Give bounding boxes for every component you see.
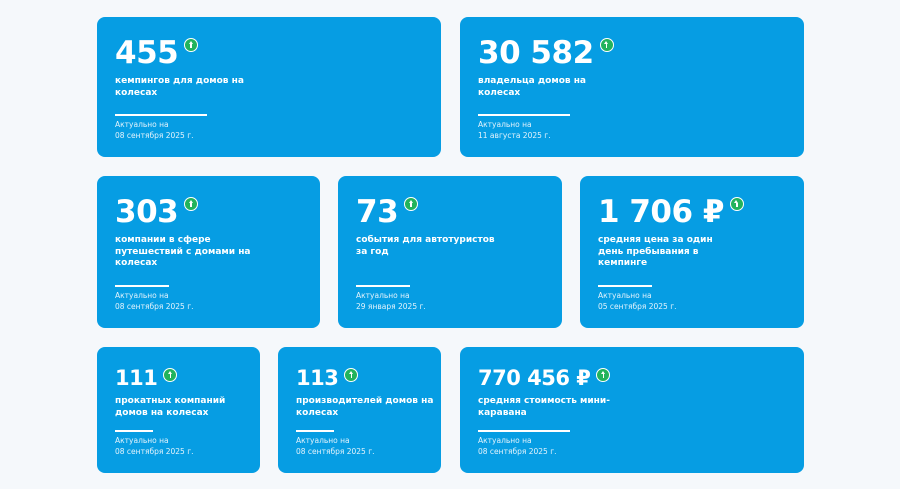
updated-date: 29 января 2025 г. bbox=[356, 301, 426, 311]
updated-info: Актуально на 05 сентября 2025 г. bbox=[598, 291, 677, 312]
trend-up-icon bbox=[729, 197, 744, 211]
stat-value-row: 770 456 ₽ bbox=[478, 365, 804, 391]
stat-label: производителей домов на колесах bbox=[296, 396, 434, 418]
updated-date: 08 сентября 2025 г. bbox=[115, 301, 194, 311]
updated-info: Актуально на 08 сентября 2025 г. bbox=[115, 436, 194, 457]
updated-label: Актуально на bbox=[115, 436, 169, 445]
stat-value: 30 582 bbox=[478, 35, 594, 71]
stat-value-row: 303 bbox=[115, 194, 320, 230]
stat-value: 1 706 ₽ bbox=[598, 194, 724, 230]
trend-up-icon bbox=[404, 197, 419, 211]
trend-up-icon bbox=[596, 368, 611, 382]
stat-card: 455 кемпингов для домов на колесах Актуа… bbox=[97, 17, 441, 157]
divider bbox=[296, 430, 334, 432]
updated-date: 08 сентября 2025 г. bbox=[115, 446, 194, 456]
updated-info: Актуально на 29 января 2025 г. bbox=[356, 291, 426, 312]
stat-value: 303 bbox=[115, 194, 179, 230]
updated-info: Актуально на 08 сентября 2025 г. bbox=[115, 291, 194, 312]
stat-card: 30 582 владельца домов на колесах Актуал… bbox=[460, 17, 804, 157]
divider bbox=[115, 285, 169, 287]
stat-value-row: 73 bbox=[356, 194, 562, 230]
trend-up-icon bbox=[163, 368, 178, 382]
stat-value: 770 456 ₽ bbox=[478, 366, 591, 390]
updated-date: 08 сентября 2025 г. bbox=[296, 446, 375, 456]
updated-label: Актуально на bbox=[296, 436, 350, 445]
divider bbox=[115, 114, 207, 116]
stat-card: 303 компании в сфере путешествий с домам… bbox=[97, 176, 320, 328]
stat-card: 770 456 ₽ средняя стоимость мини-караван… bbox=[460, 347, 804, 473]
updated-label: Актуально на bbox=[356, 291, 410, 300]
updated-info: Актуально на 08 сентября 2025 г. bbox=[478, 436, 557, 457]
stat-card: 111 прокатных компаний домов на колесах … bbox=[97, 347, 260, 473]
stat-label: события для автотуристов за год bbox=[356, 235, 495, 257]
stat-value-row: 111 bbox=[115, 365, 260, 391]
divider bbox=[598, 285, 652, 287]
stat-label: прокатных компаний домов на колесах bbox=[115, 396, 226, 418]
stat-value-row: 1 706 ₽ bbox=[598, 194, 804, 230]
stat-value-row: 30 582 bbox=[478, 35, 804, 71]
stat-value: 455 bbox=[115, 35, 179, 71]
updated-date: 08 сентября 2025 г. bbox=[478, 446, 557, 456]
stat-value: 73 bbox=[356, 194, 399, 230]
stat-value-row: 113 bbox=[296, 365, 441, 391]
stat-value: 111 bbox=[115, 366, 158, 390]
updated-date: 05 сентября 2025 г. bbox=[598, 301, 677, 311]
stat-card: 1 706 ₽ средняя цена за один день пребыв… bbox=[580, 176, 804, 328]
stat-card: 73 события для автотуристов за год Актуа… bbox=[338, 176, 562, 328]
stat-label: кемпингов для домов на колесах bbox=[115, 76, 244, 98]
divider bbox=[478, 430, 570, 432]
updated-date: 08 сентября 2025 г. bbox=[115, 130, 194, 140]
stat-label: средняя цена за один день пребывания в к… bbox=[598, 235, 713, 268]
updated-label: Актуально на bbox=[115, 120, 169, 129]
trend-up-icon bbox=[184, 38, 199, 52]
stat-label: средняя стоимость мини-каравана bbox=[478, 396, 610, 418]
updated-info: Актуально на 08 сентября 2025 г. bbox=[296, 436, 375, 457]
updated-date: 11 августа 2025 г. bbox=[478, 130, 551, 140]
divider bbox=[115, 430, 153, 432]
updated-label: Актуально на bbox=[598, 291, 652, 300]
divider bbox=[478, 114, 570, 116]
updated-label: Актуально на bbox=[115, 291, 169, 300]
stat-card: 113 производителей домов на колесах Акту… bbox=[278, 347, 441, 473]
trend-up-icon bbox=[184, 197, 199, 211]
stat-label: владельца домов на колесах bbox=[478, 76, 587, 98]
trend-up-icon bbox=[599, 38, 614, 52]
divider bbox=[356, 285, 410, 287]
stat-value: 113 bbox=[296, 366, 339, 390]
trend-up-icon bbox=[344, 368, 359, 382]
updated-info: Актуально на 08 сентября 2025 г. bbox=[115, 120, 194, 141]
updated-label: Актуально на bbox=[478, 120, 532, 129]
stat-label: компании в сфере путешествий с домами на… bbox=[115, 235, 251, 268]
updated-label: Актуально на bbox=[478, 436, 532, 445]
updated-info: Актуально на 11 августа 2025 г. bbox=[478, 120, 551, 141]
stat-value-row: 455 bbox=[115, 35, 441, 71]
